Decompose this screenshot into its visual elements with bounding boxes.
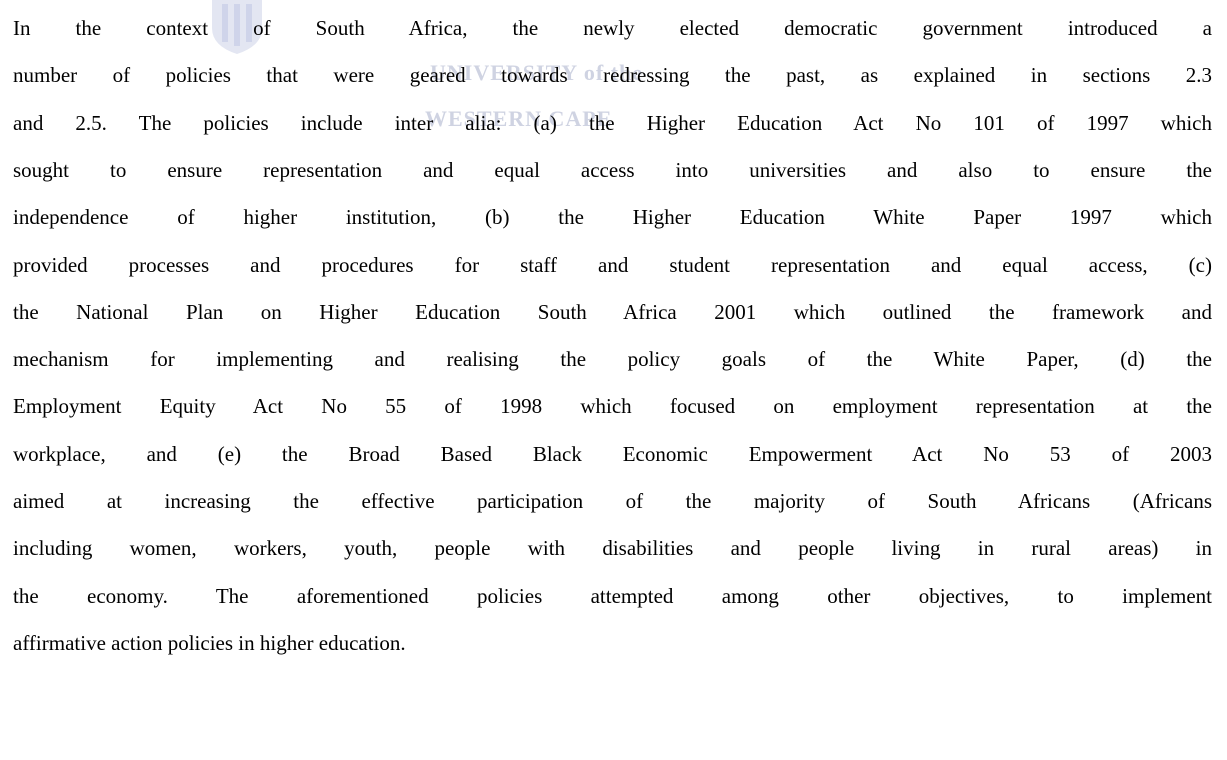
text-line: mechanism for implementing and realising…: [13, 347, 1212, 372]
watermark-text: WESTERN CAPE: [425, 106, 613, 131]
text-line: and 2.5. The policies include inter alia…: [13, 110, 1212, 135]
shield-bar: [246, 4, 252, 42]
shield-bar: [234, 4, 240, 46]
text-line: number of policies that were geared towa…: [13, 63, 1212, 88]
shield-bar: [222, 4, 228, 42]
text-line: workplace, and (e) the Broad Based Black…: [13, 441, 1212, 466]
text-line: the National Plan on Higher Education So…: [13, 299, 1212, 324]
text-line: provided processes and procedures for st…: [13, 252, 1212, 277]
watermark-logo: [212, 0, 262, 54]
text-line: the economy. The aforementioned policies…: [13, 583, 1212, 608]
text-line: independence of higher institution, (b) …: [13, 205, 1212, 230]
text-line: Employment Equity Act No 55 of 1998 whic…: [13, 394, 1212, 419]
watermark-text: UNIVERSITY of the: [430, 60, 643, 85]
text-line: affirmative action policies in higher ed…: [13, 630, 406, 655]
text-line: sought to ensure representation and equa…: [13, 157, 1212, 182]
text-line: including women, workers, youth, people …: [13, 536, 1212, 561]
text-line: aimed at increasing the effective partic…: [13, 489, 1212, 513]
text-line: In the context of South Africa, the newl…: [13, 16, 1212, 40]
